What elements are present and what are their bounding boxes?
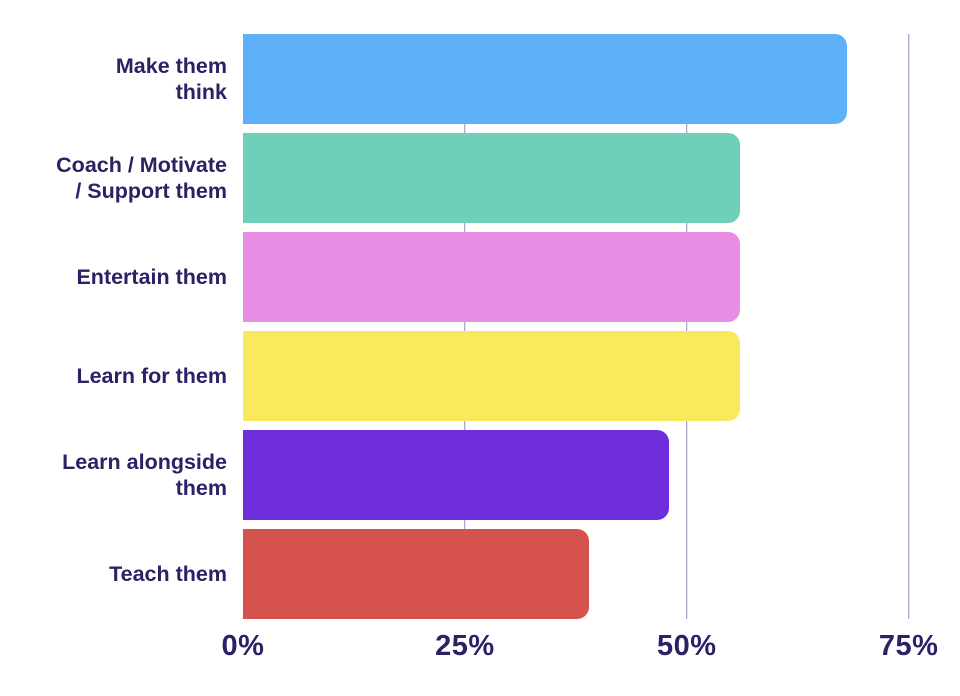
x-axis: 0% 25% 50% 75% [222, 630, 953, 672]
category-label: Entertain them [76, 265, 227, 289]
gridline-50 [686, 34, 688, 619]
bar-1 [243, 133, 740, 223]
gridlines-layer [243, 34, 953, 619]
bar-3 [243, 331, 740, 421]
gridline-25 [464, 34, 466, 619]
x-tick-label: 0% [221, 630, 265, 662]
bar-track [243, 232, 953, 322]
bar-track [243, 430, 953, 520]
bar-track [243, 34, 953, 124]
x-tick-label: 75% [878, 630, 939, 662]
bar-2 [243, 232, 740, 322]
gridline-75 [907, 34, 910, 619]
bar-track [243, 133, 953, 223]
bar-0 [243, 34, 847, 124]
chart-row: Entertain them [0, 232, 960, 322]
bar-4 [243, 430, 669, 520]
chart-row: Teach them [0, 529, 960, 619]
category-label: Coach / Motivate / Support them [56, 153, 227, 203]
category-label: Make them think [115, 54, 227, 104]
bar-track [243, 331, 953, 421]
chart-row: Make them think [0, 34, 960, 124]
chart-row: Learn for them [0, 331, 960, 421]
bar-track [243, 529, 953, 619]
x-tick-label: 50% [656, 630, 717, 662]
category-label: Learn for them [76, 364, 227, 388]
category-label: Teach them [109, 562, 227, 586]
bar-rows: Make them think Coach / Motivate / Suppor… [0, 34, 960, 619]
chart-row: Coach / Motivate / Support them [0, 133, 960, 223]
category-label: Learn alongside them [62, 450, 227, 500]
x-tick-label: 25% [435, 630, 495, 662]
bar-5 [243, 529, 590, 619]
chart-row: Learn alongside them [0, 430, 960, 520]
